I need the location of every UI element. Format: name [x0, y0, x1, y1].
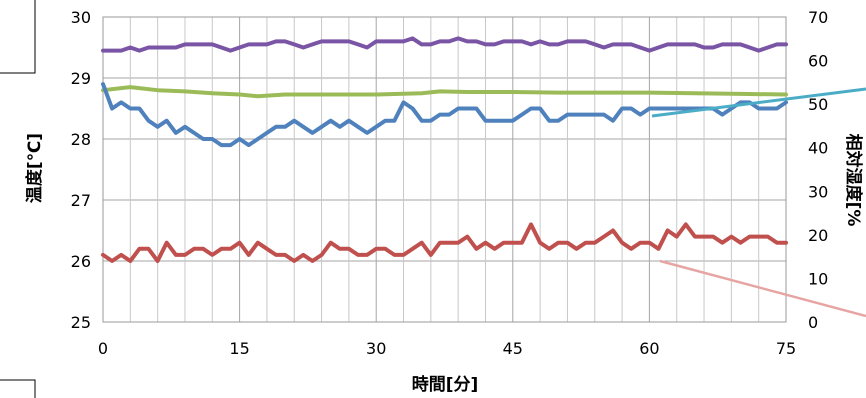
callout-line-cyan	[651, 87, 866, 118]
y2-tick-label-7: 70	[808, 8, 828, 27]
y2-tick-label-1: 10	[808, 269, 828, 288]
grid-lines	[102, 16, 787, 323]
y2-tick-label-3: 30	[808, 182, 828, 201]
y-tick-label-4: 29	[71, 69, 91, 88]
y2-tick-label-0: 0	[808, 313, 818, 332]
x-tick-label-3: 45	[503, 339, 523, 358]
left-box-top	[0, 0, 36, 74]
y2-tick-label-6: 60	[808, 52, 828, 71]
plot-area-border	[102, 16, 787, 323]
y2-axis-label: 相対湿度[%	[843, 134, 864, 227]
tick-labels: 0 15 30 45 60 75 25 26 27 28 29 30 0 10 20 30 40 50 60 70	[71, 8, 829, 358]
y-tick-label-5: 30	[71, 8, 91, 27]
y-tick-label-3: 28	[71, 130, 91, 149]
series-line-2	[101, 82, 788, 148]
x-tick-label-4: 60	[639, 339, 659, 358]
left-box-bottom	[0, 379, 36, 398]
y2-tick-label-4: 40	[808, 139, 828, 158]
x-axis-label: 時間[分]	[412, 374, 479, 395]
series-line-3	[101, 222, 788, 263]
y-tick-label-2: 27	[71, 191, 91, 210]
y-axis-label: 温度[℃]	[24, 133, 45, 203]
x-tick-label-1: 15	[229, 339, 249, 358]
x-tick-label-5: 75	[776, 339, 796, 358]
x-tick-label-0: 0	[98, 339, 108, 358]
callout-line-pink	[659, 259, 866, 318]
y2-tick-label-5: 50	[808, 95, 828, 114]
y-tick-label-1: 26	[71, 252, 91, 271]
y-tick-label-0: 25	[71, 313, 91, 332]
x-tick-label-2: 30	[366, 339, 386, 358]
series-line-0	[101, 36, 788, 53]
series-line-1	[101, 85, 788, 99]
series-group	[101, 36, 788, 263]
y2-tick-label-2: 20	[808, 226, 828, 245]
